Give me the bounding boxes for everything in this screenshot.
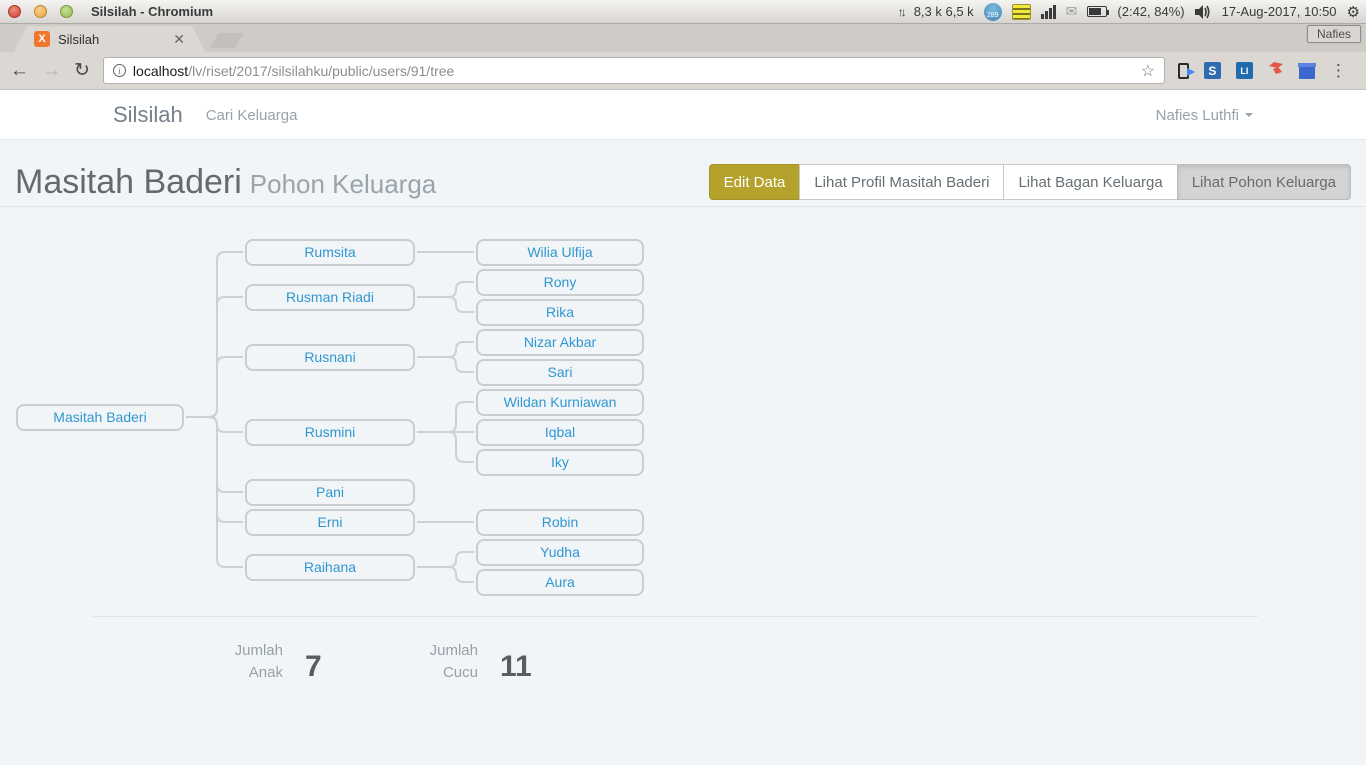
window-title: Silsilah - Chromium — [91, 4, 214, 19]
extension-icons: S LI ⋮ — [1177, 60, 1347, 81]
tree-node[interactable]: Iky — [476, 449, 644, 476]
browser-tab[interactable]: X Silsilah ✕ — [14, 26, 205, 52]
tree-node[interactable]: Raihana — [245, 554, 415, 581]
stat-label: Jumlah Cucu — [429, 642, 478, 681]
system-top-bar: Silsilah - Chromium ↑↓ 8,3 k 6,5 k 289 ✉… — [0, 0, 1366, 24]
tree-node[interactable]: Rusman Riadi — [245, 284, 415, 311]
tree-node[interactable]: Wildan Kurniawan — [476, 389, 644, 416]
li-extension-icon[interactable]: LI — [1235, 62, 1253, 79]
tree-node[interactable]: Nizar Akbar — [476, 329, 644, 356]
box-extension-icon[interactable] — [1297, 62, 1316, 79]
forward-button[interactable]: → — [42, 60, 61, 81]
tree-node[interactable]: Robin — [476, 509, 644, 536]
reload-button[interactable]: ↻ — [74, 60, 90, 81]
url-text: localhost/lv/riset/2017/silsilahku/publi… — [133, 63, 454, 79]
network-traffic-text: 8,3 k 6,5 k — [913, 4, 974, 19]
action-button-group: Edit Data Lihat Profil Masitah Baderi Liha… — [708, 164, 1351, 200]
tree-node[interactable]: Aura — [476, 569, 644, 596]
chevron-down-icon — [1245, 113, 1253, 117]
tree-connectors — [186, 251, 474, 583]
stat-value: 11 — [500, 650, 532, 683]
url-bar[interactable]: i localhost/lv/riset/2017/silsilahku/pub… — [102, 57, 1165, 84]
clock-text[interactable]: 17-Aug-2017, 10:50 — [1221, 4, 1337, 19]
nav-link-cari-keluarga[interactable]: Cari Keluarga — [205, 106, 298, 124]
session-tooltip: Nafies — [1305, 24, 1363, 44]
page-subtitle: Pohon Keluarga — [249, 169, 437, 199]
tree-node[interactable]: Wilia Ulfija — [476, 239, 644, 266]
window-maximize-button[interactable] — [60, 5, 73, 18]
bookmark-star-icon[interactable]: ☆ — [1140, 62, 1155, 80]
tab-title: Silsilah — [58, 31, 100, 47]
app-indicator-badge[interactable]: 289 — [983, 2, 1002, 21]
page-title: Masitah Baderi Pohon Keluarga — [15, 160, 436, 206]
tree-node[interactable]: Rony — [476, 269, 644, 296]
tree-node[interactable]: Yudha — [476, 539, 644, 566]
stat-value: 7 — [305, 650, 322, 683]
battery-icon[interactable] — [1087, 6, 1110, 17]
action-button[interactable]: Edit Data — [708, 164, 801, 200]
site-brand[interactable]: Silsilah — [113, 102, 183, 127]
back-button[interactable]: ← — [10, 60, 29, 81]
action-button[interactable]: Lihat Pohon Keluarga — [1176, 164, 1351, 200]
network-signal-icon[interactable] — [1040, 4, 1056, 19]
action-button[interactable]: Lihat Profil Masitah Baderi — [799, 164, 1005, 200]
system-tray: ↑↓ 8,3 k 6,5 k 289 ✉ (2:42, 84%) 17-Aug-… — [897, 2, 1360, 21]
notes-indicator-icon[interactable] — [1011, 3, 1031, 20]
device-share-extension-icon[interactable] — [1177, 62, 1195, 79]
tree-node[interactable]: Pani — [245, 479, 415, 506]
stat-label: Jumlah Anak — [234, 642, 283, 681]
tree-node[interactable]: Erni — [245, 509, 415, 536]
browser-tab-strip: X Silsilah ✕ — [0, 24, 1366, 52]
stats-row: Jumlah Anak 7 Jumlah Cucu 11 — [0, 640, 1366, 702]
tree-node[interactable]: Rusnani — [245, 344, 415, 371]
window-minimize-button[interactable] — [34, 5, 47, 18]
url-host: localhost — [132, 62, 189, 79]
tree-node[interactable]: Rusmini — [245, 419, 415, 446]
site-navbar: Silsilah Cari Keluarga Nafies Luthfi — [0, 90, 1366, 140]
sound-icon[interactable] — [1194, 4, 1212, 19]
tab-close-icon[interactable]: ✕ — [173, 31, 185, 47]
url-path: /lv/riset/2017/silsilahku/public/users/9… — [188, 62, 455, 79]
network-updown-icon[interactable]: ↑↓ — [897, 4, 907, 19]
person-name: Masitah Baderi — [15, 163, 242, 201]
mail-indicator-icon[interactable]: ✉ — [1065, 3, 1078, 19]
user-dropdown[interactable]: Nafies Luthfi — [1156, 107, 1253, 124]
s-extension-icon[interactable]: S — [1203, 62, 1221, 79]
gear-icon[interactable]: ⚙ — [1346, 3, 1360, 21]
tree-node[interactable]: Rumsita — [245, 239, 415, 266]
stats-divider — [93, 616, 1258, 617]
new-tab-button[interactable] — [210, 33, 244, 48]
tree-node[interactable]: Sari — [476, 359, 644, 386]
family-tree: Masitah Baderi Rumsita Wilia Ulfija Rusman … — [0, 230, 1366, 600]
page-header: Masitah Baderi Pohon Keluarga Edit Data Li… — [0, 140, 1366, 207]
page-info-icon[interactable]: i — [112, 64, 126, 77]
tree-node[interactable]: Rika — [476, 299, 644, 326]
battery-text: (2:42, 84%) — [1117, 4, 1185, 19]
red-extension-icon[interactable] — [1268, 60, 1284, 81]
browser-toolbar: ← → ↻ i localhost/lv/riset/2017/silsilah… — [0, 52, 1366, 90]
tree-node[interactable]: Iqbal — [476, 419, 644, 446]
browser-menu-icon[interactable]: ⋮ — [1329, 60, 1347, 80]
tab-favicon-icon: X — [34, 31, 50, 47]
webpage: Silsilah Cari Keluarga Nafies Luthfi Mas… — [0, 90, 1366, 765]
tree-node[interactable]: Masitah Baderi — [16, 404, 184, 431]
action-button[interactable]: Lihat Bagan Keluarga — [1003, 164, 1178, 200]
window-controls — [8, 5, 73, 18]
user-dropdown-label: Nafies Luthfi — [1155, 106, 1239, 124]
window-close-button[interactable] — [8, 5, 21, 18]
